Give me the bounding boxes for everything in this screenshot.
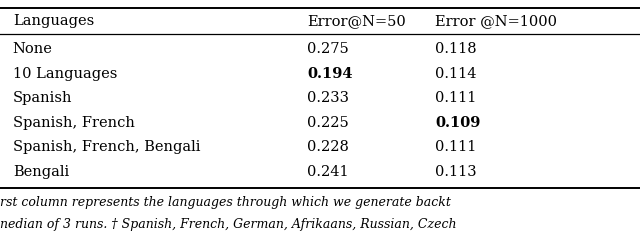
Text: 0.225: 0.225	[307, 116, 349, 130]
Text: Error@N=50: Error@N=50	[307, 14, 406, 28]
Text: 0.241: 0.241	[307, 165, 349, 179]
Text: Spanish, French: Spanish, French	[13, 116, 134, 130]
Text: 0.111: 0.111	[435, 140, 477, 154]
Text: 10 Languages: 10 Languages	[13, 67, 117, 81]
Text: 0.228: 0.228	[307, 140, 349, 154]
Text: Error @N=1000: Error @N=1000	[435, 14, 557, 28]
Text: 0.114: 0.114	[435, 67, 477, 81]
Text: Spanish, French, Bengali: Spanish, French, Bengali	[13, 140, 200, 154]
Text: Bengali: Bengali	[13, 165, 69, 179]
Text: 0.194: 0.194	[307, 67, 353, 81]
Text: 0.233: 0.233	[307, 91, 349, 105]
Text: None: None	[13, 42, 52, 56]
Text: nedian of 3 runs. † Spanish, French, German, Afrikaans, Russian, Czech: nedian of 3 runs. † Spanish, French, Ger…	[0, 218, 456, 231]
Text: rst column represents the languages through which we generate backt: rst column represents the languages thro…	[0, 196, 451, 209]
Text: 0.275: 0.275	[307, 42, 349, 56]
Text: Languages: Languages	[13, 14, 94, 28]
Text: Spanish: Spanish	[13, 91, 72, 105]
Text: 0.111: 0.111	[435, 91, 477, 105]
Text: 0.113: 0.113	[435, 165, 477, 179]
Text: 0.118: 0.118	[435, 42, 477, 56]
Text: 0.109: 0.109	[435, 116, 481, 130]
